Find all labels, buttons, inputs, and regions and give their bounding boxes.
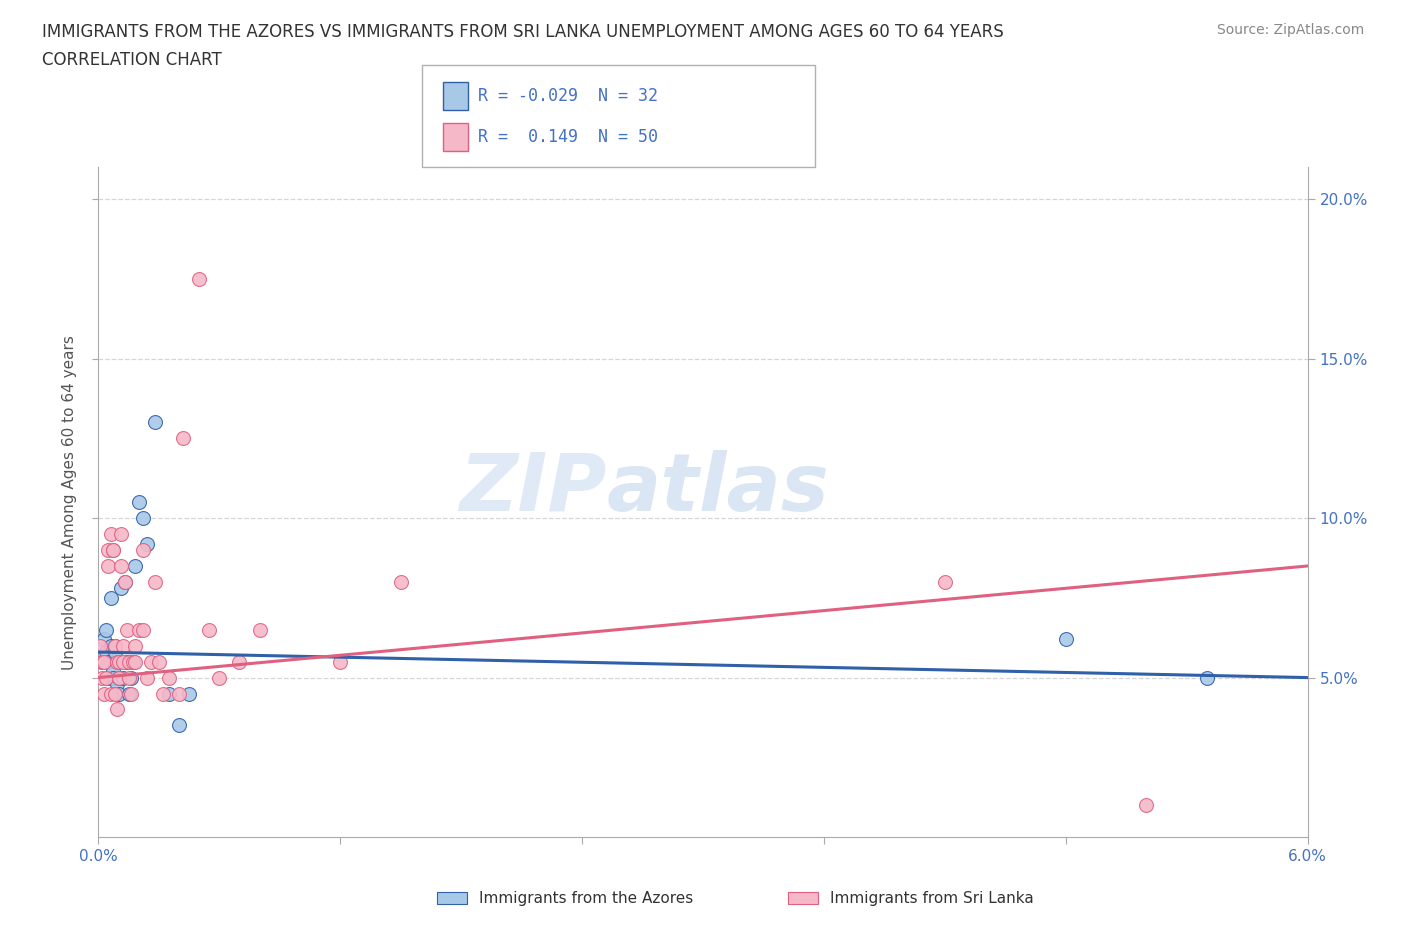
Point xyxy=(118,654,141,669)
Point xyxy=(208,671,231,685)
Text: R =  0.149  N = 50: R = 0.149 N = 50 xyxy=(478,127,658,146)
Point xyxy=(934,575,956,590)
Point xyxy=(157,686,180,701)
Point xyxy=(152,686,174,701)
Point xyxy=(188,272,211,286)
Bar xyxy=(437,892,467,904)
Point xyxy=(143,575,166,590)
Text: ZIP: ZIP xyxy=(458,450,606,528)
Point xyxy=(96,644,118,659)
Text: R = -0.029  N = 32: R = -0.029 N = 32 xyxy=(478,86,658,105)
Point xyxy=(110,526,132,541)
Point xyxy=(124,638,146,653)
Point xyxy=(101,664,124,679)
Point xyxy=(111,654,134,669)
Point xyxy=(107,671,129,685)
Point xyxy=(100,686,122,701)
Point xyxy=(105,654,128,669)
Point xyxy=(124,654,146,669)
Point xyxy=(105,676,128,691)
Point xyxy=(110,559,132,574)
Point xyxy=(135,671,157,685)
Point xyxy=(118,671,141,685)
Point xyxy=(115,654,138,669)
Text: Immigrants from the Azores: Immigrants from the Azores xyxy=(479,891,693,906)
Point xyxy=(143,415,166,430)
Point xyxy=(91,671,114,685)
Point xyxy=(93,631,115,646)
Point xyxy=(115,622,138,637)
Point xyxy=(128,622,150,637)
Point xyxy=(100,591,122,605)
Y-axis label: Unemployment Among Ages 60 to 64 years: Unemployment Among Ages 60 to 64 years xyxy=(62,335,77,670)
Point xyxy=(100,526,122,541)
Point xyxy=(93,686,115,701)
Point xyxy=(93,654,115,669)
Point xyxy=(1135,798,1157,813)
Point xyxy=(103,644,125,659)
Point xyxy=(121,654,143,669)
Text: atlas: atlas xyxy=(606,450,830,528)
Text: IMMIGRANTS FROM THE AZORES VS IMMIGRANTS FROM SRI LANKA UNEMPLOYMENT AMONG AGES : IMMIGRANTS FROM THE AZORES VS IMMIGRANTS… xyxy=(42,23,1004,41)
Point xyxy=(103,686,125,701)
Point xyxy=(96,622,118,637)
Point xyxy=(96,671,118,685)
Text: CORRELATION CHART: CORRELATION CHART xyxy=(42,51,222,69)
Point xyxy=(111,671,134,685)
Point xyxy=(1054,631,1077,646)
Point xyxy=(249,622,271,637)
Point xyxy=(120,671,142,685)
Point xyxy=(114,575,136,590)
Point xyxy=(172,431,194,445)
Point xyxy=(110,581,132,596)
Point xyxy=(103,638,125,653)
Point xyxy=(139,654,162,669)
Point xyxy=(157,671,180,685)
Point xyxy=(121,654,143,669)
Text: Immigrants from Sri Lanka: Immigrants from Sri Lanka xyxy=(830,891,1033,906)
Point xyxy=(124,559,146,574)
Point xyxy=(105,702,128,717)
Point xyxy=(114,575,136,590)
Point xyxy=(91,654,114,669)
Point xyxy=(97,671,120,685)
Point xyxy=(120,686,142,701)
Text: Source: ZipAtlas.com: Source: ZipAtlas.com xyxy=(1216,23,1364,37)
Point xyxy=(389,575,412,590)
Point xyxy=(100,638,122,653)
Point xyxy=(167,718,190,733)
Point xyxy=(89,638,111,653)
Point xyxy=(148,654,170,669)
Point xyxy=(111,638,134,653)
Point xyxy=(329,654,352,669)
Point xyxy=(101,671,124,685)
Point xyxy=(132,511,155,525)
Point xyxy=(107,654,129,669)
Point xyxy=(97,542,120,557)
Point xyxy=(132,622,155,637)
Point xyxy=(107,671,129,685)
Point xyxy=(97,654,120,669)
Point xyxy=(132,542,155,557)
Point xyxy=(97,559,120,574)
Point xyxy=(1195,671,1218,685)
Point xyxy=(179,686,201,701)
Point xyxy=(198,622,221,637)
Point xyxy=(103,638,125,653)
Point xyxy=(101,542,124,557)
Point xyxy=(101,542,124,557)
Point xyxy=(128,495,150,510)
Point xyxy=(135,537,157,551)
Point xyxy=(167,686,190,701)
Point xyxy=(107,686,129,701)
Bar xyxy=(787,892,818,904)
Point xyxy=(118,686,141,701)
Point xyxy=(91,654,114,669)
Point xyxy=(228,654,250,669)
